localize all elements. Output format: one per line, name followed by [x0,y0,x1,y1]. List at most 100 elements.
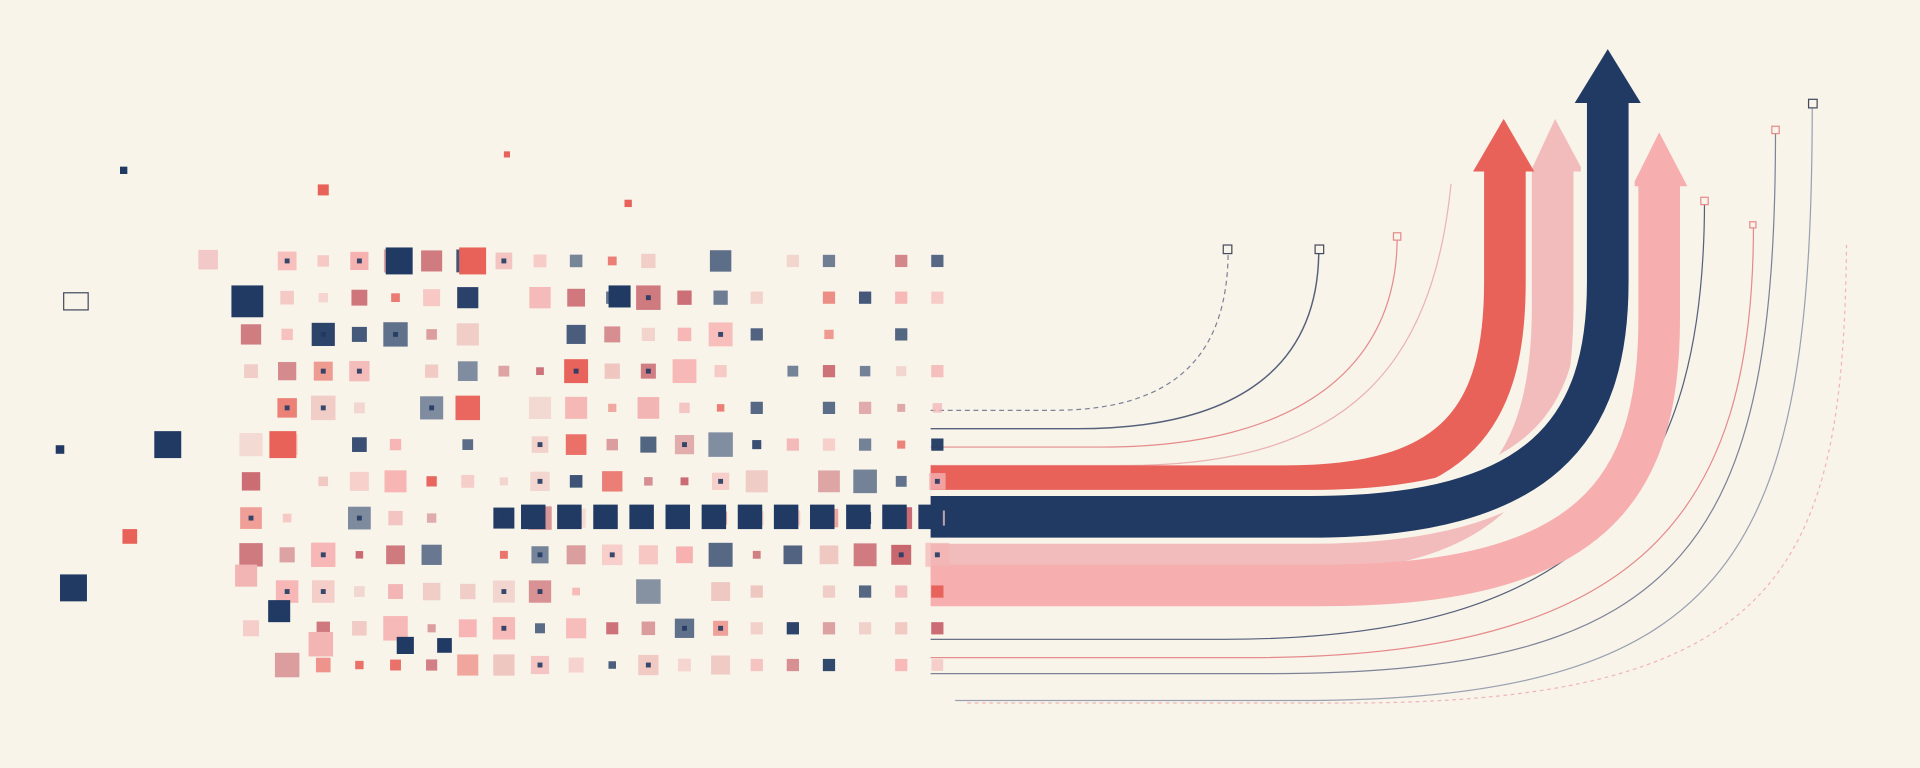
pixel-square [278,362,297,381]
end-marker [1749,221,1757,229]
pixel-square [750,585,763,598]
pixel-square [499,550,508,559]
pixel-square [231,285,264,318]
pixel-square [641,621,656,636]
pixel-square [353,402,365,414]
pixel-square [396,636,414,654]
pixel-square [645,368,651,374]
pixel-square [269,431,297,459]
pixel-square [351,289,368,306]
pixel-square [557,504,582,530]
pixel-square [386,545,405,565]
pixel-square [239,433,263,457]
pixel-square [931,585,944,598]
pixel-square [608,285,631,308]
pixel-square [457,654,479,676]
pixel-square [640,436,657,453]
pixel-square [931,622,944,635]
pixel-square [682,625,687,631]
pixel-square [458,619,477,638]
pixel-square [423,289,441,307]
pixel-square [822,254,836,268]
pixel-square [678,658,691,672]
pixel-square [773,504,799,530]
pixel-square [461,474,475,488]
curve-end-markers [1222,98,1818,255]
pixel-square [895,291,908,304]
pixel-square [533,254,547,268]
pixel-square [822,438,836,451]
pixel-square [239,543,263,567]
pixel-square [122,529,138,544]
pixel-square [638,545,658,565]
pixel-square [320,589,326,594]
pixel-square [898,552,904,558]
pixel-square [352,620,367,636]
pixel-square [846,504,871,530]
pixel-square [462,439,474,450]
pixel-square [240,324,262,345]
pixel-square [241,472,261,491]
pixel-square [315,657,331,673]
pixel-square [317,184,329,196]
pixel-square [318,476,329,487]
pixel-square [676,546,693,564]
pixel-square [455,395,480,421]
pixel-square [565,434,587,455]
pixel-square [607,256,617,266]
curve [930,249,1229,411]
pixel-square [624,199,632,208]
pixel-square [284,405,290,411]
pixel-square [537,552,543,558]
end-marker [1392,232,1402,241]
pixel-square [708,432,733,457]
pixel-square [783,545,803,565]
pixel-square [268,600,291,623]
pixel-square [824,329,834,340]
pixel-square [521,504,546,530]
pixel-square [320,552,326,558]
pixel-square [534,623,546,634]
pixel-square [859,365,871,377]
pixel-square [810,504,835,530]
pixel-square [682,442,687,448]
pixel-square [750,328,763,341]
pixel-square [60,574,87,602]
pixel-square [248,515,254,521]
pixel-square [672,359,697,384]
curve [930,249,1320,430]
pixel-square [569,254,583,268]
arrow-head [1473,118,1535,172]
end-marker [1807,98,1818,109]
end-marker [1700,196,1709,206]
pixel-square [503,151,510,158]
pixel-square [391,293,400,303]
pixel-square [822,622,836,635]
pixel-square [356,368,362,374]
pixel-square [752,440,762,450]
pixel-square [822,585,836,598]
pixel-square [356,258,362,264]
pixel-square [389,438,402,451]
pixel-square [501,515,507,521]
pixel-square [677,327,692,342]
pixel-square [567,288,586,307]
arrows [930,49,1688,607]
pixel-square [566,324,586,344]
pixel-square [606,622,619,635]
pixel-square [572,587,580,596]
curve [955,104,1813,702]
pixel-square [750,622,763,635]
pixel-square [714,365,727,378]
pixel-square [818,470,840,493]
pixel-square [858,622,872,635]
pixel-square [786,254,799,268]
pixel-square [316,621,330,635]
pixel-square [429,405,435,411]
pixel-square [426,513,437,523]
pixel-square [198,249,218,270]
pixel-square [427,624,436,633]
pixel-square [718,331,724,337]
pixel-square [606,438,618,451]
